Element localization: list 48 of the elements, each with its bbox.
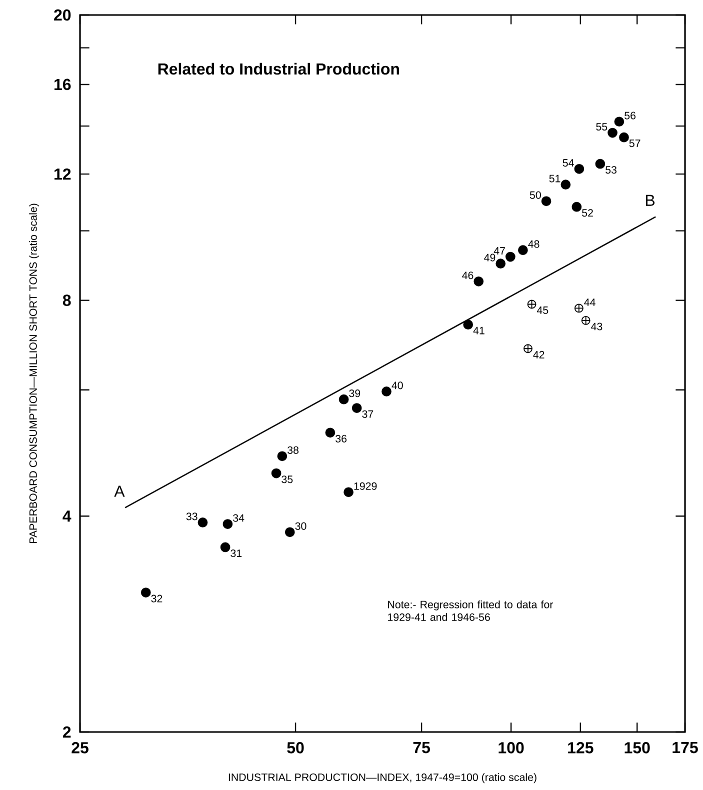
y-axis-title: PAPERBOARD CONSUMPTION—MILLION SHORT TONS (ratio scale)	[29, 204, 40, 544]
annotation: B	[646, 194, 655, 206]
y-tick-label: 8	[63, 294, 71, 306]
annotation: 51	[549, 174, 560, 182]
x-tick-label: 25	[72, 742, 89, 754]
annotation: 48	[528, 240, 540, 248]
annotation: 50	[530, 191, 542, 199]
annotation: 39	[349, 390, 360, 398]
annotation: 54	[562, 159, 574, 167]
annotation: 31	[230, 550, 242, 558]
annotation: 38	[288, 446, 299, 454]
annotation: 56	[624, 112, 636, 120]
x-tick-label: 100	[498, 742, 524, 754]
annotation: 37	[362, 410, 374, 418]
annotation: 33	[186, 512, 198, 520]
annotation: 43	[591, 322, 602, 330]
annotation: 40	[392, 382, 404, 390]
annotation: 44	[584, 298, 596, 306]
y-tick-label: 4	[62, 510, 72, 522]
annotation: 42	[533, 350, 544, 358]
annotation: 57	[629, 140, 640, 148]
annotation: 34	[233, 514, 244, 522]
x-tick-label: 175	[672, 742, 698, 754]
annotation: 47	[494, 247, 506, 255]
x-axis-title: INDUSTRIAL PRODUCTION—INDEX, 1947-49=100 (ratio scale)	[229, 773, 536, 784]
annotation: 46	[462, 272, 474, 280]
annotation: 53	[606, 166, 617, 174]
x-tick-label: 50	[287, 742, 304, 754]
annotation: 49	[484, 254, 496, 262]
annotation: A	[114, 486, 125, 497]
annotation: 32	[151, 594, 162, 602]
annotation: 52	[582, 209, 594, 217]
x-tick-label: 150	[624, 742, 650, 754]
y-tick-label: 2	[63, 726, 71, 738]
annotation: 30	[295, 522, 306, 530]
text: Related to Industrial Production	[158, 62, 400, 75]
y-tick-label: 12	[54, 168, 71, 180]
annotation: 1929	[354, 482, 377, 490]
y-tick-label: 16	[54, 78, 71, 90]
annotation: 55	[596, 123, 608, 131]
y-tick-label: 20	[54, 9, 71, 21]
x-tick-label: 75	[413, 742, 430, 754]
annotation: 45	[537, 306, 548, 314]
annotation: 36	[336, 434, 347, 442]
annotation: 41	[473, 326, 484, 334]
x-tick-label: 125	[568, 742, 594, 754]
annotation: Note:- Regression fitted to data for 1929-41 and 1946-56	[388, 600, 554, 621]
annotation: 35	[282, 476, 293, 484]
